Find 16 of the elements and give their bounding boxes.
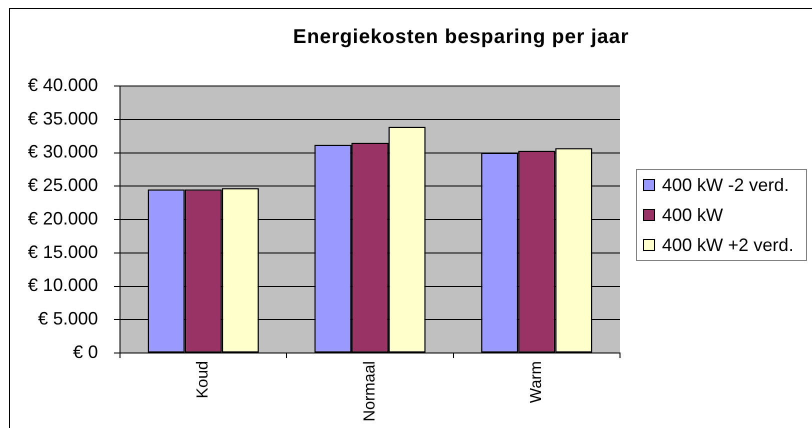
legend-label: 400 kW	[662, 204, 724, 226]
chart-title: Energiekosten besparing per jaar	[292, 26, 630, 49]
y-tick-label: € 5.000	[38, 308, 98, 329]
y-tick-label: € 30.000	[28, 142, 98, 162]
y-tick-label: € 25.000	[28, 175, 98, 196]
x-tick-label: Warm	[528, 361, 546, 404]
x-tick-label: Koud	[194, 361, 212, 398]
legend-label: 400 kW +2 verd.	[662, 234, 794, 256]
y-tick-label: € 40.000	[28, 74, 98, 95]
y-tick-label: € 35.000	[28, 108, 98, 128]
y-tick-label: € 0	[72, 342, 98, 362]
x-tick-label: Normaal	[361, 361, 378, 422]
y-tick-label: € 20.000	[28, 208, 98, 228]
y-tick-label: € 10.000	[28, 275, 98, 296]
y-tick-label: € 15.000	[28, 242, 98, 262]
legend-label: 400 kW -2 verd.	[662, 174, 790, 196]
